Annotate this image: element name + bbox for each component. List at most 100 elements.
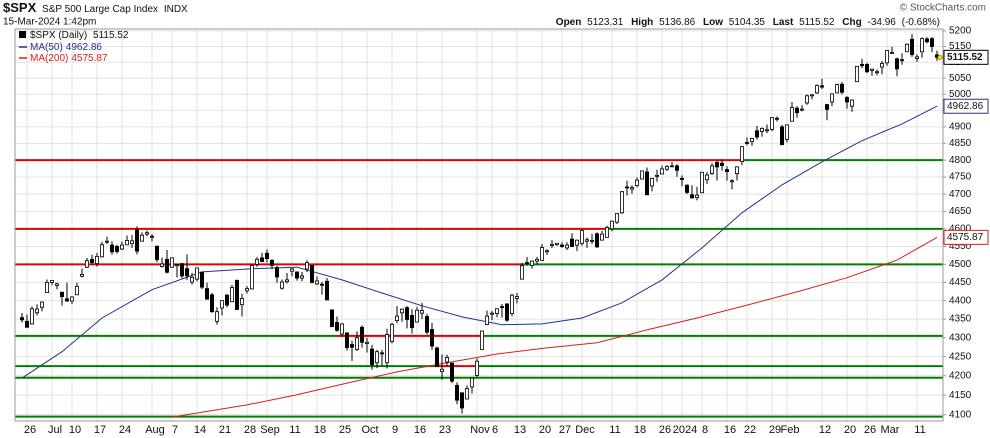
candle-body xyxy=(605,227,610,238)
candle-body xyxy=(204,288,209,300)
candle-body xyxy=(424,316,429,333)
candle-body xyxy=(374,351,379,364)
candle-body xyxy=(284,279,289,283)
quote-label: Open xyxy=(556,17,582,28)
x-tick-label: 21 xyxy=(219,424,231,436)
x-tick-label: 14 xyxy=(194,424,206,436)
candle-body xyxy=(540,247,545,261)
legend-swatch xyxy=(19,31,26,38)
x-tick-label: Jul xyxy=(48,424,62,436)
candle-body xyxy=(404,307,409,320)
x-tick-label: 26 xyxy=(659,424,671,436)
candle-body xyxy=(860,64,865,67)
legend-label: $SPX (Daily) 5115.52 xyxy=(30,30,129,41)
candle-body xyxy=(700,171,705,194)
x-tick-label: 28 xyxy=(244,424,256,436)
x-tick-label: 20 xyxy=(844,424,856,436)
candle-body xyxy=(40,301,45,308)
x-tick-label: 2024 xyxy=(673,424,697,436)
y-tick-label: 4600 xyxy=(949,223,972,234)
candle-body xyxy=(905,43,910,53)
x-tick-label: 18 xyxy=(314,424,326,436)
candle-body xyxy=(820,85,825,88)
candle-body xyxy=(105,240,110,243)
candle-body xyxy=(765,129,770,132)
candle-body xyxy=(685,184,690,193)
moving-average xyxy=(171,236,938,418)
y-tick-label: 4300 xyxy=(949,332,972,343)
candle-body xyxy=(900,59,905,62)
y-tick-label: 4650 xyxy=(949,206,972,217)
candle-body xyxy=(115,246,120,252)
x-tick-label: 10 xyxy=(69,424,81,436)
candle-body xyxy=(665,166,670,170)
candle-body xyxy=(254,258,259,265)
candle-body xyxy=(90,258,95,263)
x-tick-label: Mar xyxy=(881,424,900,436)
x-tick-label: 29 xyxy=(769,424,781,436)
candle-body xyxy=(384,333,389,364)
candle-body xyxy=(144,232,149,235)
candle-body xyxy=(575,239,580,246)
y-tick-label: 4500 xyxy=(949,259,972,270)
candle-body xyxy=(520,265,525,280)
candle-body xyxy=(484,315,489,326)
candle-body xyxy=(885,50,890,64)
quote-value: 5123.31 xyxy=(587,17,624,28)
x-tick-label: 25 xyxy=(339,424,351,436)
candle-body xyxy=(75,285,80,296)
value-box xyxy=(943,98,989,114)
candle-body xyxy=(125,240,130,246)
candle-body xyxy=(635,179,640,186)
x-tick-label: 23 xyxy=(439,424,451,436)
candle-body xyxy=(134,229,139,252)
candle-body xyxy=(35,308,40,314)
symbol: $SPX xyxy=(3,0,37,15)
candle-body xyxy=(55,283,60,286)
candle-body xyxy=(110,244,115,253)
legend-label: MA(50) 4962.86 xyxy=(30,42,102,53)
candle-body xyxy=(389,323,394,342)
candle-body xyxy=(120,244,125,250)
candle-body xyxy=(314,280,319,285)
candle-body xyxy=(364,341,369,344)
x-tick-label: Sep xyxy=(260,424,280,436)
candle-body xyxy=(369,348,374,366)
candle-body xyxy=(409,314,414,329)
candle-body xyxy=(590,240,595,242)
header-title: $SPX S&P 500 Large Cap Index INDX xyxy=(3,0,188,15)
candle-body xyxy=(555,242,560,246)
candle-body xyxy=(595,233,600,248)
candle-body xyxy=(800,108,805,111)
candle-body xyxy=(865,64,870,73)
candle-body xyxy=(379,352,384,355)
candle-body xyxy=(795,107,800,114)
candle-body xyxy=(730,180,735,183)
candle-body xyxy=(459,392,464,409)
candle-body xyxy=(504,303,509,321)
y-tick-label: 4850 xyxy=(949,138,972,149)
candle-body xyxy=(625,186,630,189)
x-tick-label: 7 xyxy=(172,424,178,436)
y-tick-label: 4800 xyxy=(949,155,972,166)
candle-body xyxy=(60,291,65,298)
candle-body xyxy=(139,234,144,242)
candle-body xyxy=(740,146,745,162)
candle-body xyxy=(840,83,845,93)
y-tick-label: 5050 xyxy=(949,73,972,84)
candle-body xyxy=(209,294,214,313)
x-tick-label: Oct xyxy=(361,424,378,436)
candle-body xyxy=(19,317,24,321)
legend-value: 4962.86 xyxy=(66,42,103,53)
candle-body xyxy=(550,243,555,246)
candle-body xyxy=(194,267,199,280)
candle-body xyxy=(264,252,269,260)
candle-body xyxy=(910,38,915,56)
candle-body xyxy=(494,308,499,314)
exchange: INDX xyxy=(164,4,188,15)
candle-body xyxy=(349,344,354,348)
candle-body xyxy=(630,187,635,190)
value-box xyxy=(943,49,989,65)
value-box-label: 4575.87 xyxy=(947,232,984,243)
plot-frame xyxy=(14,28,944,422)
